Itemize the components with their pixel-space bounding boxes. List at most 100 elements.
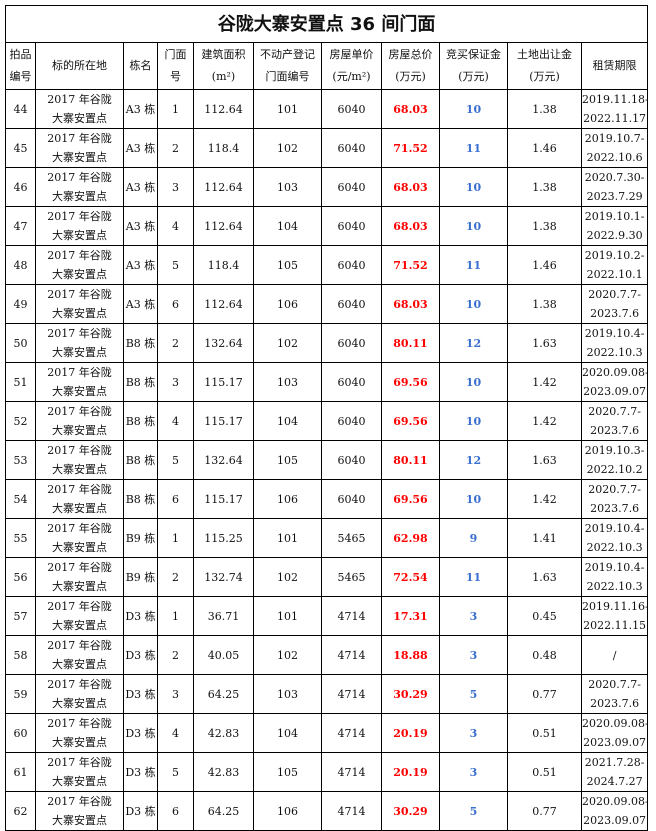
location-cell: 2017 年谷陇 大寨安置点: [35, 557, 124, 597]
floor-area-text: 112.64: [204, 297, 243, 311]
door-number-text: 2: [172, 648, 179, 662]
total-price-cell: 69.56: [381, 362, 440, 402]
lease-period-text: 2020.7.7-: [588, 288, 641, 301]
building-cell: D3 栋: [123, 752, 158, 792]
column-header-line: (万元): [529, 70, 560, 83]
registration-number-text: 102: [277, 336, 298, 350]
registration-number-cell: 101: [253, 596, 322, 636]
deposit-text: 5: [469, 804, 478, 818]
lease-period-cell: 2020.7.30- 2023.7.29: [580, 167, 649, 207]
lot-number-text: 45: [13, 141, 28, 155]
door-number-text: 5: [172, 453, 179, 467]
table-row: 60 2017 年谷陇 大寨安置点 D3 栋 4 42.83 104 4714 20.19 3 0.…: [5, 713, 649, 753]
building-text: A3 栋: [125, 258, 156, 272]
building-cell: B8 栋: [123, 479, 158, 519]
building-cell: B9 栋: [123, 518, 158, 558]
deposit-text: 10: [465, 297, 482, 311]
location-cell: 2017 年谷陇 大寨安置点: [35, 518, 124, 558]
lease-period-cell: 2021.7.28- 2024.7.27: [580, 752, 649, 792]
lease-period-cell: 2019.10.4- 2022.10.3: [580, 557, 649, 597]
deposit-cell: 10: [439, 362, 508, 402]
lease-period-text: 2022.11.15: [583, 619, 647, 632]
column-header: 土地出让金 (万元): [507, 42, 582, 90]
registration-number-cell: 105: [253, 245, 322, 285]
lease-period-cell: 2019.10.4- 2022.10.3: [580, 323, 649, 363]
lease-period-text: 2022.10.3: [586, 580, 643, 593]
location-cell: 2017 年谷陇 大寨安置点: [35, 128, 124, 168]
registration-number-text: 104: [277, 726, 298, 740]
door-number-cell: 3: [157, 362, 194, 402]
registration-number-cell: 106: [253, 479, 322, 519]
column-header-line: 不动产登记: [260, 48, 315, 61]
total-price-text: 30.29: [393, 804, 428, 818]
building-cell: D3 栋: [123, 635, 158, 675]
registration-number-text: 102: [277, 648, 298, 662]
lease-period-text: 2019.11.18-: [582, 93, 648, 106]
total-price-cell: 80.11: [381, 440, 440, 480]
location-text: 大寨安置点: [52, 775, 107, 788]
building-text: D3 栋: [125, 609, 156, 623]
column-header: 建筑面积 (m²): [193, 42, 254, 90]
location-cell: 2017 年谷陇 大寨安置点: [35, 791, 124, 831]
lease-period-text: 2023.7.29: [586, 190, 643, 203]
lot-number-text: 51: [13, 375, 28, 389]
building-cell: A3 栋: [123, 89, 158, 129]
registration-number-cell: 102: [253, 635, 322, 675]
floor-area-cell: 42.83: [193, 713, 254, 753]
lot-number-text: 44: [13, 102, 28, 116]
lease-period-text: 2023.09.07: [583, 736, 647, 749]
registration-number-text: 102: [277, 141, 298, 155]
column-header-line: (万元): [395, 70, 426, 83]
column-header: 栋名: [123, 42, 158, 90]
lease-period-text: 2022.10.6: [586, 151, 643, 164]
land-fee-text: 0.51: [532, 765, 557, 779]
land-fee-cell: 1.63: [507, 323, 582, 363]
deposit-text: 3: [469, 765, 478, 779]
deposit-text: 9: [469, 531, 478, 545]
land-fee-cell: 1.38: [507, 167, 582, 207]
building-text: B8 栋: [125, 375, 156, 389]
lot-number-cell: 52: [5, 401, 36, 441]
deposit-cell: 10: [439, 479, 508, 519]
location-text: 大寨安置点: [52, 619, 107, 632]
location-text: 大寨安置点: [52, 541, 107, 554]
location-text: 2017 年谷陇: [47, 600, 112, 613]
building-cell: D3 栋: [123, 713, 158, 753]
land-fee-text: 0.77: [532, 687, 557, 701]
lease-period-text: 2022.11.17: [583, 112, 647, 125]
door-number-text: 4: [172, 414, 179, 428]
registration-number-text: 103: [277, 180, 298, 194]
lease-period-text: 2022.10.1: [586, 268, 643, 281]
land-fee-text: 1.46: [532, 258, 557, 272]
unit-price-text: 6040: [337, 492, 366, 506]
land-fee-text: 0.45: [532, 609, 557, 623]
deposit-text: 10: [465, 102, 482, 116]
floor-area-cell: 115.17: [193, 479, 254, 519]
property-listing-table: 谷陇大寨安置点 36 间门面 拍品 编号 标的所在地 栋名 门面号建筑面积 (m²) 不动产…: [4, 5, 649, 831]
table-row: 62 2017 年谷陇 大寨安置点 D3 栋 6 64.25 106 4714 30.29 5 0.…: [5, 791, 649, 831]
lease-period-cell: 2019.10.2- 2022.10.1: [580, 245, 649, 285]
floor-area-text: 118.4: [207, 141, 240, 155]
door-number-cell: 5: [157, 440, 194, 480]
lot-number-text: 57: [13, 609, 28, 623]
location-text: 2017 年谷陇: [47, 171, 112, 184]
column-header-line: (元/m²): [332, 70, 371, 83]
door-number-text: 5: [172, 765, 179, 779]
lease-period-text: 2019.10.2-: [584, 249, 645, 262]
location-text: 大寨安置点: [52, 346, 107, 359]
unit-price-cell: 6040: [321, 479, 382, 519]
lease-period-cell: 2019.10.1- 2022.9.30: [580, 206, 649, 246]
building-cell: A3 栋: [123, 284, 158, 324]
land-fee-cell: 0.51: [507, 713, 582, 753]
location-text: 2017 年谷陇: [47, 93, 112, 106]
lot-number-text: 62: [13, 804, 28, 818]
registration-number-cell: 103: [253, 167, 322, 207]
location-text: 2017 年谷陇: [47, 678, 112, 691]
floor-area-cell: 112.64: [193, 206, 254, 246]
lot-number-cell: 58: [5, 635, 36, 675]
door-number-text: 4: [172, 726, 179, 740]
deposit-cell: 5: [439, 791, 508, 831]
lease-period-cell: 2019.11.16- 2022.11.15: [580, 596, 649, 636]
total-price-text: 30.29: [393, 687, 428, 701]
location-cell: 2017 年谷陇 大寨安置点: [35, 479, 124, 519]
